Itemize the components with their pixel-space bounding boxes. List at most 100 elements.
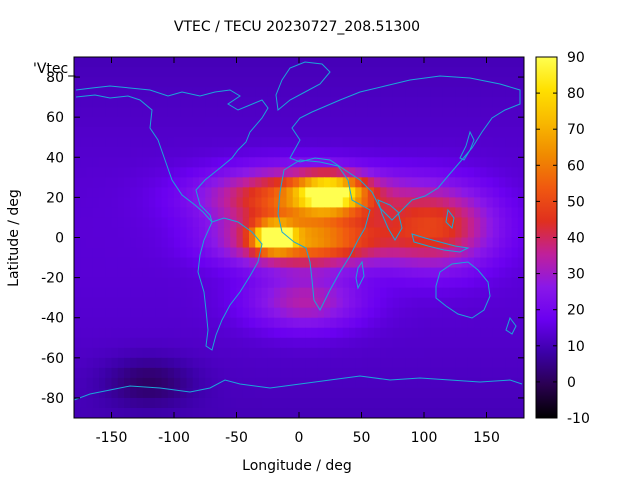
heatmap-cell — [399, 217, 406, 229]
heatmap-cell — [411, 337, 419, 349]
chart-title: VTEC / TECU 20230727_208.51300 — [174, 19, 420, 35]
heatmap-cell — [261, 387, 269, 399]
heatmap-cell — [211, 367, 219, 379]
heatmap-cell — [274, 107, 281, 118]
heatmap-cell — [299, 297, 306, 309]
heatmap-cell — [255, 147, 263, 158]
coastline-south-america — [197, 217, 263, 351]
heatmap-cell — [424, 67, 431, 78]
heatmap-cell — [355, 57, 363, 68]
heatmap-cell — [230, 107, 238, 118]
heatmap-cell — [249, 67, 256, 78]
heatmap-cell — [474, 187, 481, 198]
heatmap-cell — [374, 207, 381, 219]
heatmap-cell — [261, 347, 269, 359]
heatmap-cell — [174, 207, 181, 219]
heatmap-cell — [130, 207, 138, 219]
heatmap-cell — [136, 167, 144, 178]
heatmap-cell — [386, 127, 394, 138]
heatmap-cell — [286, 387, 294, 399]
heatmap-cell — [224, 157, 231, 168]
heatmap-cell — [255, 207, 263, 219]
heatmap-cell — [424, 97, 431, 108]
heatmap-cell — [461, 167, 469, 178]
heatmap-cell — [136, 247, 144, 259]
heatmap-cell — [399, 117, 406, 128]
heatmap-cell — [211, 197, 219, 209]
heatmap-cell — [392, 217, 400, 229]
heatmap-cell — [230, 117, 238, 128]
heatmap-cell — [342, 287, 350, 299]
heatmap-cell — [430, 167, 438, 178]
heatmap-cell — [461, 387, 469, 399]
heatmap-cell — [367, 197, 375, 209]
heatmap-cell — [324, 267, 331, 279]
heatmap-cell — [505, 237, 513, 249]
heatmap-cell — [111, 307, 119, 319]
heatmap-cell — [330, 137, 338, 148]
heatmap-cell — [292, 207, 300, 219]
heatmap-cell — [474, 147, 481, 158]
heatmap-cell — [292, 297, 300, 309]
heatmap-cell — [136, 227, 144, 239]
heatmap-cell — [311, 377, 319, 389]
heatmap-cell — [405, 347, 413, 359]
heatmap-cell — [117, 247, 125, 259]
heatmap-cell — [217, 127, 225, 138]
heatmap-cell — [155, 237, 163, 249]
heatmap-cell — [205, 297, 213, 309]
heatmap-cell — [517, 207, 524, 219]
heatmap-cell — [167, 337, 175, 349]
heatmap-cell — [361, 277, 369, 289]
heatmap-cell — [517, 327, 524, 339]
heatmap-cell — [86, 257, 94, 269]
heatmap-cell — [255, 287, 263, 299]
heatmap-cell — [442, 357, 450, 369]
heatmap-cell — [242, 227, 250, 239]
heatmap-cell — [130, 307, 138, 319]
heatmap-cell — [167, 377, 175, 389]
heatmap-cell — [499, 177, 506, 188]
heatmap-cell — [274, 347, 281, 359]
heatmap-cell — [492, 107, 500, 118]
heatmap-cell — [374, 127, 381, 138]
heatmap-cell — [349, 57, 356, 68]
heatmap-cell — [511, 97, 519, 108]
heatmap-cell — [330, 197, 338, 209]
heatmap-cell — [167, 307, 175, 319]
heatmap-cell — [342, 347, 350, 359]
heatmap-cell — [299, 97, 306, 108]
heatmap-cell — [467, 257, 475, 269]
heatmap-cell — [436, 397, 444, 409]
heatmap-cell — [105, 297, 113, 309]
heatmap-cell — [236, 87, 244, 98]
heatmap-cell — [499, 387, 506, 399]
heatmap-cell — [174, 407, 181, 418]
heatmap-cell — [74, 117, 81, 128]
heatmap-cell — [517, 97, 524, 108]
heatmap-cell — [280, 377, 288, 389]
heatmap-cell — [311, 337, 319, 349]
heatmap-cell — [449, 387, 456, 399]
heatmap-cell — [80, 127, 88, 138]
heatmap-cell — [492, 337, 500, 349]
heatmap-cell — [386, 217, 394, 229]
heatmap-cell — [267, 267, 275, 279]
heatmap-cell — [130, 87, 138, 98]
heatmap-cell — [324, 177, 331, 188]
heatmap-cell — [74, 327, 81, 339]
heatmap-cell — [361, 167, 369, 178]
heatmap-cell — [230, 197, 238, 209]
heatmap-cell — [155, 147, 163, 158]
heatmap-cell — [186, 167, 194, 178]
heatmap-cell — [136, 407, 144, 418]
colorbar-tick-label: 0 — [567, 375, 576, 391]
heatmap-cell — [380, 227, 388, 239]
heatmap-cell — [99, 247, 106, 259]
heatmap-cell — [367, 307, 375, 319]
heatmap-cell — [149, 227, 156, 239]
heatmap-cell — [436, 67, 444, 78]
heatmap-cell — [411, 297, 419, 309]
heatmap-cell — [430, 347, 438, 359]
heatmap-cell — [161, 377, 169, 389]
